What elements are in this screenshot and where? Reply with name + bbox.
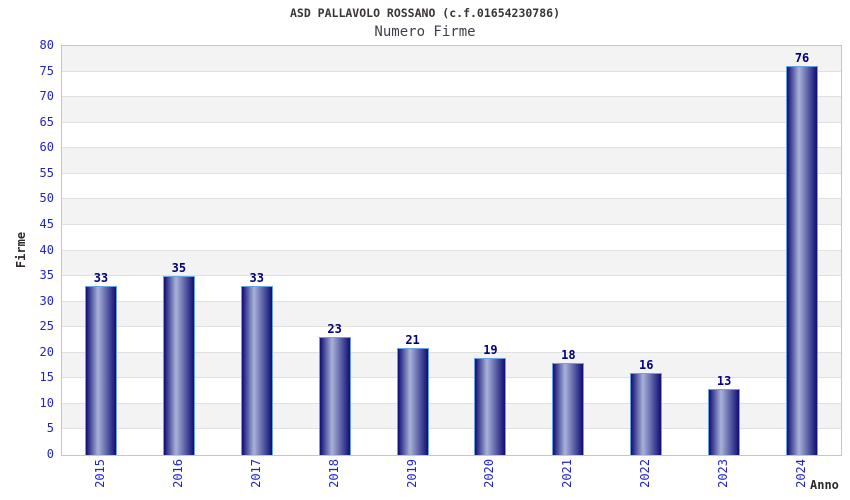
x-tick-2015: 2015 [92,459,107,488]
bar-2016: 35 [162,261,195,455]
y-tick-45: 45 [39,216,54,231]
chart-subtitle: Numero Firme [374,24,476,40]
grid-band [62,148,841,174]
grid-band [62,224,841,251]
grid-band [62,46,841,72]
y-tick-80: 80 [39,38,54,52]
bar-2020: 19 [474,343,507,455]
y-tick-25: 25 [39,319,54,334]
y-tick-70: 70 [39,89,54,104]
bar-2015: 33 [84,271,117,455]
y-tick-55: 55 [39,165,54,180]
x-tick-2024: 2024 [794,459,809,488]
bar-2017: 33 [240,271,273,455]
x-tick-2022: 2022 [638,459,653,488]
chart-title: ASD PALLAVOLO ROSSANO (c.f.01654230786) [289,6,561,20]
y-tick-35: 35 [39,268,54,283]
x-tick-2023: 2023 [716,459,731,488]
y-tick-30: 30 [39,293,54,308]
grid-band [62,97,841,123]
grid-band [62,199,841,225]
bar-value-label: 76 [794,51,810,66]
x-tick-2021: 2021 [560,459,575,488]
x-tick-2016: 2016 [170,459,185,488]
bar-value-label: 35 [171,261,187,276]
y-tick-0: 0 [46,447,54,461]
y-tick-40: 40 [39,242,54,257]
x-tick-2018: 2018 [326,459,341,488]
grid-band [62,173,841,200]
x-tick-2020: 2020 [482,459,497,488]
grid-band [62,250,841,277]
bar-2023: 13 [708,374,741,455]
x-tick-2017: 2017 [248,459,263,488]
y-tick-10: 10 [39,395,54,410]
grid-band [62,71,841,98]
bar-2018: 23 [318,322,351,455]
bar-value-label: 19 [483,342,498,357]
bar-value-label: 13 [716,373,732,388]
y-tick-60: 60 [39,140,54,155]
bar-2021: 18 [552,348,585,455]
bar-2022: 16 [630,358,663,455]
x-tick-2019: 2019 [404,459,419,488]
y-tick-75: 75 [39,63,54,78]
plot-area: 33 35 33 23 21 19 18 16 13 76 [61,45,842,456]
y-tick-20: 20 [39,344,54,359]
bar-value-label: 33 [249,271,264,286]
bar-value-label: 16 [639,358,654,373]
y-tick-65: 65 [39,114,54,129]
grid-band [62,122,841,149]
bar-value-label: 23 [327,322,342,337]
bar-value-label: 18 [561,347,576,362]
bar-value-label: 21 [405,332,420,347]
bar-2024: 76 [786,51,819,455]
y-tick-15: 15 [39,370,54,385]
y-tick-5: 5 [46,421,54,436]
bar-value-label: 33 [93,271,109,286]
x-axis-title: Anno [810,478,839,492]
y-tick-50: 50 [39,191,54,206]
bar-2019: 21 [396,333,429,455]
